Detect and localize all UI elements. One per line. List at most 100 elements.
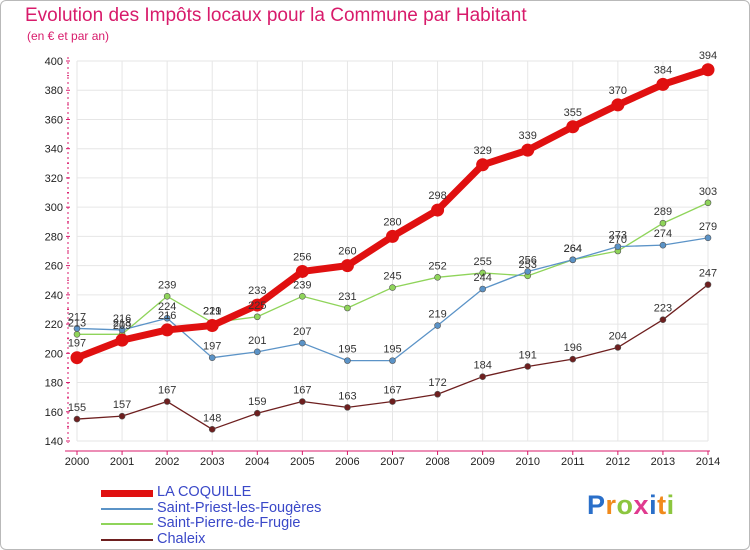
legend-label: Saint-Priest-les-Fougères — [157, 499, 322, 516]
data-label: 270 — [609, 234, 627, 246]
data-label: 209 — [113, 320, 131, 332]
data-point — [299, 293, 306, 300]
data-point — [569, 256, 577, 264]
logo-letter: o — [616, 490, 634, 520]
data-point — [253, 313, 261, 321]
data-point — [250, 298, 264, 312]
data-label: 172 — [428, 377, 446, 389]
data-label: 213 — [113, 317, 131, 329]
data-label: 256 — [519, 254, 537, 266]
data-label: 196 — [564, 342, 582, 354]
data-label: 155 — [68, 402, 86, 414]
data-label: 216 — [158, 310, 176, 322]
data-point — [163, 314, 171, 322]
data-label: 225 — [248, 300, 266, 312]
data-label: 223 — [654, 303, 672, 315]
data-point — [434, 322, 441, 329]
data-point — [701, 63, 715, 77]
data-point — [704, 281, 712, 288]
x-tick-label: 2003 — [200, 456, 224, 468]
data-point — [163, 293, 171, 300]
data-point — [479, 269, 486, 277]
legend-label: Saint-Pierre-de-Frugie — [157, 515, 301, 531]
legend-label: LA COQUILLE — [157, 484, 252, 500]
data-point — [205, 319, 219, 333]
data-point — [389, 284, 396, 291]
legend-label: Chaleix — [157, 530, 206, 547]
x-tick-label: 2005 — [290, 456, 314, 468]
data-label: 255 — [473, 256, 491, 268]
data-point — [704, 234, 712, 242]
data-point — [163, 398, 171, 405]
data-point — [659, 316, 667, 323]
data-point — [434, 274, 441, 281]
y-tick-label: 260 — [45, 261, 63, 273]
x-tick-label: 2010 — [515, 456, 539, 468]
data-label: 260 — [338, 246, 356, 258]
legend-swatch — [101, 489, 153, 497]
chart-subtitle: (en € et par an) — [27, 29, 110, 43]
data-point — [569, 355, 577, 363]
data-point — [521, 143, 535, 157]
legend-swatch — [101, 523, 153, 525]
x-tick-label: 2006 — [335, 456, 359, 468]
y-tick-label: 320 — [45, 173, 63, 185]
data-label: 213 — [68, 317, 86, 329]
data-point — [659, 241, 667, 249]
data-point — [614, 243, 622, 250]
data-label: 239 — [293, 279, 311, 291]
data-point — [386, 229, 399, 243]
data-label: 279 — [699, 221, 717, 233]
data-label: 167 — [383, 385, 401, 397]
x-tick-label: 2001 — [110, 456, 134, 468]
data-point — [656, 77, 670, 91]
data-label: 247 — [699, 268, 717, 280]
data-point — [118, 412, 126, 420]
data-point — [208, 354, 216, 361]
x-tick-label: 2011 — [561, 456, 585, 468]
series-0 — [70, 63, 715, 365]
y-tick-label: 240 — [45, 290, 63, 302]
data-label: 217 — [68, 311, 86, 323]
data-label: 273 — [609, 230, 627, 242]
data-point — [434, 390, 441, 398]
x-tick-label: 2002 — [155, 456, 179, 468]
data-point — [299, 398, 306, 405]
x-tick-label: 2014 — [696, 456, 720, 468]
logo-letter: P — [587, 490, 606, 520]
data-label: 245 — [383, 271, 401, 283]
data-label: 224 — [158, 301, 176, 313]
y-tick-label: 280 — [45, 231, 63, 243]
x-tick-label: 2008 — [425, 456, 449, 468]
data-label: 244 — [473, 272, 491, 284]
x-tick-label: 2007 — [380, 456, 404, 468]
data-point — [479, 285, 486, 293]
data-point — [476, 158, 490, 172]
data-point — [389, 357, 396, 364]
data-label: 298 — [428, 190, 446, 202]
data-point — [344, 404, 351, 411]
data-point — [389, 398, 396, 405]
proxiti-logo: Proxiti — [587, 490, 675, 521]
data-label: 195 — [338, 344, 356, 356]
data-label: 204 — [609, 330, 627, 342]
data-point — [115, 333, 129, 347]
data-label: 197 — [203, 341, 221, 353]
data-point — [524, 363, 532, 370]
data-label: 252 — [428, 260, 446, 272]
data-point — [73, 325, 81, 332]
grid-lines — [76, 60, 709, 442]
data-point — [295, 264, 309, 278]
x-tick-label: 2004 — [245, 456, 269, 468]
data-point — [524, 268, 532, 275]
data-label: 264 — [564, 243, 582, 255]
data-point — [614, 344, 622, 351]
data-point — [344, 357, 351, 364]
data-label: 384 — [654, 64, 672, 76]
data-point — [340, 259, 354, 273]
data-label: 157 — [113, 399, 131, 411]
x-tick-label: 2009 — [470, 456, 494, 468]
y-tick-label: 200 — [45, 348, 63, 360]
